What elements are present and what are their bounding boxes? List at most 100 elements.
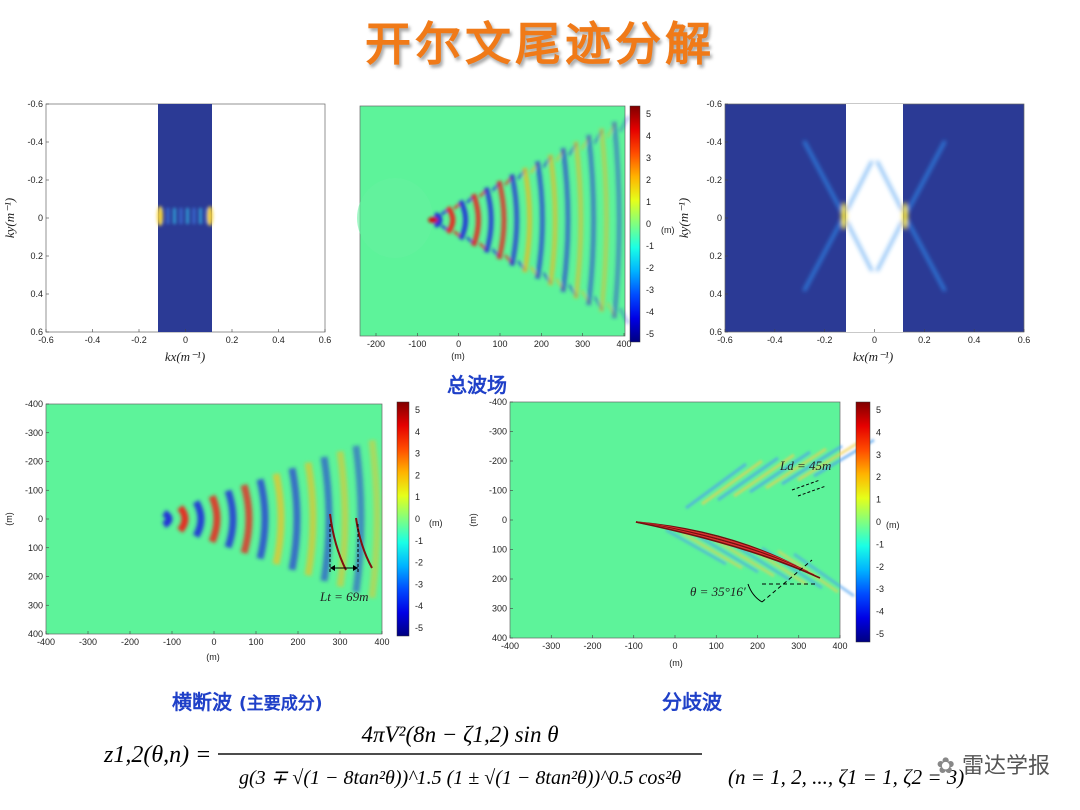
diverging-crest-upper <box>797 441 859 482</box>
theta-annotation: θ = 35°16′ <box>690 584 746 599</box>
formula-lhs: z1,2(θ,n) = <box>103 742 211 768</box>
y-tick-label: -300 <box>25 428 43 438</box>
y-axis-label: ky(m⁻¹) <box>678 198 691 238</box>
diverging-crest-lower <box>697 534 759 574</box>
diverging-crest-lower <box>681 531 743 570</box>
caption-divergent-wave: 分歧波 <box>662 690 722 714</box>
colorbar <box>396 401 410 637</box>
transverse-crest <box>256 478 269 560</box>
colorbar-tick: 4 <box>646 131 651 141</box>
diverging-crest-upper <box>717 456 779 502</box>
colorbar-tick: -1 <box>876 539 884 549</box>
colorbar-tick: 1 <box>876 495 881 505</box>
formula-denominator: g(3 ∓ √(1 − 8tan²θ))^1.5 (1 ± √(1 − 8tan… <box>239 767 681 789</box>
wave-crest <box>534 160 545 280</box>
y-tick-label: -200 <box>489 456 507 466</box>
colorbar-tick: -2 <box>415 558 423 568</box>
x-tick-label: 400 <box>616 339 631 349</box>
x-tick-label: 0.2 <box>918 335 931 345</box>
spectrum-peak <box>207 206 213 226</box>
x-tick-label: 300 <box>791 641 806 651</box>
x-tick-label: 0 <box>211 637 216 647</box>
divergent-wake <box>665 438 875 598</box>
y-tick-label: 0 <box>38 213 43 223</box>
x-tick-label: 0.4 <box>968 335 981 345</box>
y-tick-label: -0.4 <box>706 137 722 147</box>
crest-line <box>329 513 347 571</box>
y-tick-label: 0 <box>502 515 507 525</box>
y-tick-label: -0.6 <box>706 99 722 109</box>
spectrum-stripe <box>199 208 202 224</box>
y-tick-label: -300 <box>489 427 507 437</box>
wave-crest <box>573 141 584 299</box>
y-tick-label: -200 <box>25 457 43 467</box>
transverse-crest <box>208 494 221 544</box>
y-tick-label: 0 <box>38 514 43 524</box>
x-tick-label: 100 <box>709 641 724 651</box>
spectrum-stripe <box>173 208 176 224</box>
transverse-wake <box>162 439 381 599</box>
spectrum-gap <box>846 104 903 332</box>
x-axis-label: kx(m⁻¹) <box>853 349 893 364</box>
y-tick-label: -0.4 <box>27 137 43 147</box>
x-tick-label: 300 <box>332 637 347 647</box>
spectrum-band <box>158 104 212 332</box>
crest-line <box>355 517 373 569</box>
page-title: 开尔文尾迹分解 <box>365 17 715 71</box>
x-tick-label: -0.4 <box>85 335 101 345</box>
colorbar-tick: 0 <box>876 517 881 527</box>
wave-crest <box>586 134 597 306</box>
wave-crest <box>598 127 609 313</box>
x-tick-label: -200 <box>121 637 139 647</box>
x-tick-label: 400 <box>832 641 847 651</box>
ld-annotation: Ld = 45m <box>779 458 831 473</box>
colorbar-tick: -3 <box>646 285 654 295</box>
transverse-crest <box>192 500 205 538</box>
colorbar-tick: -1 <box>415 536 423 546</box>
caption-transverse-wave: 横断波 (主要成分) <box>172 686 323 715</box>
x-tick-label: 100 <box>492 339 507 349</box>
colorbar <box>629 105 641 343</box>
wave-crest <box>522 167 533 273</box>
y-tick-label: 0.6 <box>30 327 43 337</box>
colorbar-tick: -4 <box>876 607 884 617</box>
wave-crest <box>509 173 520 267</box>
x-tick-label: 200 <box>750 641 765 651</box>
y-tick-label: -400 <box>25 399 43 409</box>
diverging-crest-upper <box>733 453 795 498</box>
wave-crest <box>547 154 558 286</box>
diverging-crest-upper <box>685 462 747 510</box>
diverging-crest-lower <box>665 528 727 566</box>
spectrum-peak <box>902 202 908 230</box>
colorbar-tick: 5 <box>646 109 651 119</box>
wake-origin <box>428 217 438 223</box>
spectrum-arm <box>875 160 907 272</box>
transverse-crest <box>288 467 301 571</box>
x-tick-label: -0.6 <box>717 335 733 345</box>
colorbar-tick: 0 <box>646 219 651 229</box>
x-axis-label: kx(m⁻¹) <box>165 349 205 364</box>
wave-crest <box>560 147 571 293</box>
x-unit-label: (m) <box>206 652 220 662</box>
colorbar-tick: -5 <box>415 623 423 633</box>
x-tick-label: -200 <box>583 641 601 651</box>
colorbar-tick: -4 <box>646 307 654 317</box>
transverse-crest <box>352 445 365 593</box>
y-unit-label: (m) <box>468 513 478 527</box>
plot-area <box>509 401 841 639</box>
spectrum-stripe <box>166 208 170 224</box>
spectrum-divergent-panel: -0.6 -0.4 -0.2 0 0.2 0.4 0.6 -0.6 -0.4 -0.2 0 0.2 0.… <box>678 96 1038 376</box>
colorbar-tick: 0 <box>415 514 420 524</box>
y-tick-label: 0.2 <box>709 251 722 261</box>
y-tick-label: -100 <box>489 486 507 496</box>
formula-numerator: 4πV²(8n − ζ1,2) sin θ <box>361 722 558 747</box>
x-tick-label: 200 <box>534 339 549 349</box>
x-tick-label: -400 <box>37 637 55 647</box>
divergent-arm <box>635 521 821 579</box>
y-tick-label: -0.2 <box>27 175 43 185</box>
pressure-disturbance <box>357 178 433 258</box>
y-tick-label: 0 <box>717 213 722 223</box>
y-tick-label: 400 <box>28 629 43 639</box>
colorbar-tick: -1 <box>646 241 654 251</box>
x-tick-label: 100 <box>248 637 263 647</box>
